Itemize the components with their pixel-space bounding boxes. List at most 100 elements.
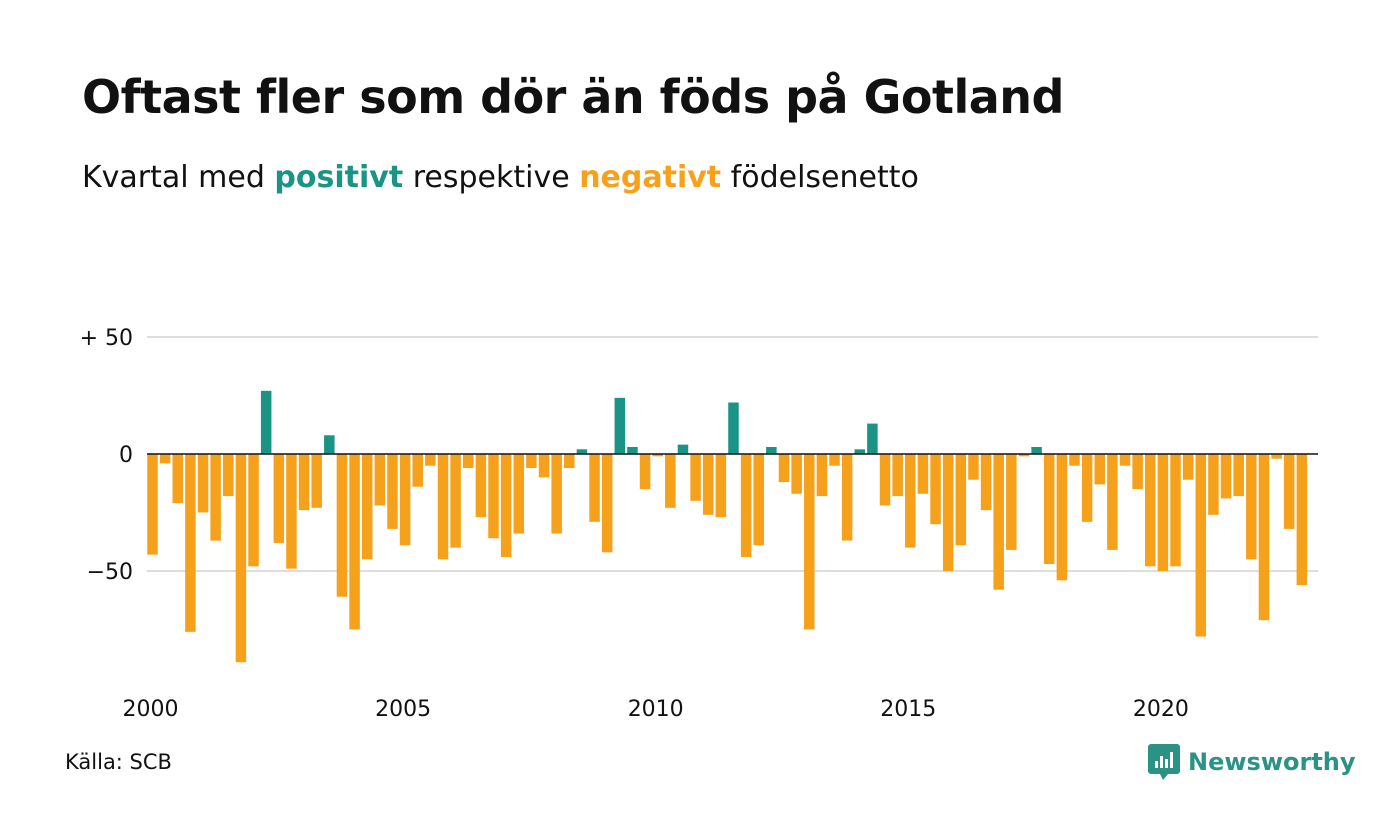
chart-subtitle: Kvartal med positivt respektive negativt… — [82, 160, 919, 195]
bar — [437, 454, 449, 560]
bar — [235, 454, 247, 663]
chart-title: Oftast fler som dör än föds på Gotland — [82, 70, 1064, 124]
bar — [1271, 454, 1282, 459]
bar — [538, 454, 550, 478]
x-tick-label: 2000 — [123, 697, 179, 722]
bar — [349, 454, 360, 630]
bar — [1246, 454, 1257, 560]
bar — [387, 454, 398, 529]
bar — [336, 454, 348, 597]
axis-labels-layer: + 50 0 −50 2000 2005 2010 2015 2020 — [80, 326, 1189, 722]
bar — [993, 454, 1004, 590]
brand-name: Newsworthy — [1188, 748, 1356, 776]
bar — [488, 454, 499, 539]
bar — [702, 454, 714, 515]
bar — [1145, 454, 1156, 567]
bar — [425, 454, 436, 466]
bar — [185, 454, 196, 632]
bar — [867, 423, 878, 454]
bar — [614, 397, 626, 454]
bar — [1119, 454, 1131, 466]
bar — [1043, 454, 1055, 564]
y-tick-label: 0 — [119, 443, 133, 468]
bar — [652, 454, 663, 457]
bar — [1081, 454, 1093, 522]
x-tick-label: 2015 — [880, 697, 936, 722]
bar — [1258, 454, 1270, 621]
bar — [412, 454, 423, 487]
bar — [1195, 454, 1207, 637]
bar — [841, 454, 853, 541]
bar — [1296, 454, 1308, 586]
bar — [1107, 454, 1118, 550]
bar — [361, 454, 373, 560]
bar — [829, 454, 840, 466]
bar — [665, 454, 676, 508]
bar — [589, 454, 600, 522]
bar — [248, 454, 259, 567]
bar — [715, 454, 727, 518]
bar — [728, 402, 739, 454]
bar — [1056, 454, 1068, 581]
bar — [766, 446, 777, 454]
bar — [879, 454, 891, 506]
bar — [399, 454, 411, 546]
bar — [450, 454, 461, 548]
bar — [690, 454, 701, 501]
bar — [1031, 446, 1042, 454]
bar — [564, 454, 575, 469]
bar — [854, 449, 866, 454]
bar — [374, 454, 386, 506]
newsworthy-logo-icon — [1148, 744, 1180, 780]
bar — [968, 454, 979, 480]
brand-logo[interactable]: Newsworthy — [1148, 744, 1356, 780]
bar — [210, 454, 221, 541]
bar — [1283, 454, 1295, 529]
bar — [905, 454, 916, 548]
subtitle-text-after: födelsenetto — [721, 160, 919, 195]
y-tick-label: + 50 — [80, 326, 133, 351]
bar — [1182, 454, 1194, 480]
bar — [1018, 454, 1030, 457]
bar — [286, 454, 297, 569]
bar — [639, 454, 651, 490]
bar — [740, 454, 752, 557]
bar — [1006, 454, 1017, 550]
bar — [260, 390, 272, 454]
bar — [159, 454, 171, 464]
bar — [1170, 454, 1181, 567]
bar — [298, 454, 310, 511]
bars-layer — [147, 390, 1308, 663]
subtitle-text-before: Kvartal med — [82, 160, 275, 195]
bar — [1094, 454, 1105, 485]
bar — [942, 454, 954, 571]
x-tick-label: 2005 — [375, 697, 431, 722]
bar — [677, 444, 689, 454]
bar — [791, 454, 802, 494]
bar — [273, 454, 285, 543]
bar — [475, 454, 487, 518]
bar — [324, 435, 335, 454]
bar — [551, 454, 562, 534]
bar — [1208, 454, 1219, 515]
bar — [816, 454, 828, 497]
x-tick-label: 2010 — [628, 697, 684, 722]
bar — [1069, 454, 1080, 466]
bar — [1132, 454, 1143, 490]
bar — [576, 449, 588, 454]
subtitle-text-middle: respektive — [403, 160, 580, 195]
bar — [1233, 454, 1244, 497]
bar — [1157, 454, 1169, 571]
bar — [500, 454, 512, 557]
subtitle-positive-word: positivt — [274, 160, 404, 195]
bar — [197, 454, 209, 513]
bar — [753, 454, 764, 546]
bar — [778, 454, 790, 483]
bar — [627, 446, 638, 454]
bar — [311, 454, 322, 508]
x-tick-label: 2020 — [1133, 697, 1189, 722]
bar — [513, 454, 525, 534]
bar — [955, 454, 967, 546]
bar — [980, 454, 992, 511]
